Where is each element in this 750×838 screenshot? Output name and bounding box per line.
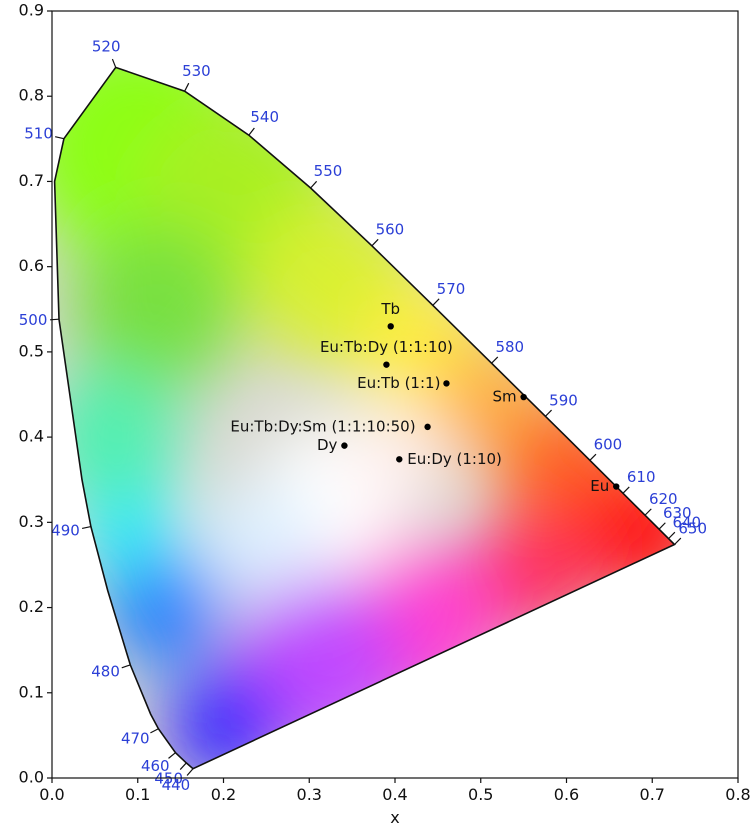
- wavelength-label: 480: [91, 662, 120, 680]
- wavelength-tick: [248, 127, 255, 136]
- wavelength-label: 630: [663, 504, 692, 522]
- gamut-color-blob: [69, 223, 241, 396]
- wavelength-tick: [674, 537, 682, 545]
- x-tick-label: 0.4: [382, 785, 407, 804]
- wavelength-label: 440: [162, 776, 191, 794]
- x-tick-label: 0.8: [725, 785, 750, 804]
- spectral-locus-outline: [53, 66, 676, 770]
- wavelength-label: 460: [141, 757, 170, 775]
- wavelength-label: 600: [594, 435, 623, 453]
- gamut-color-blob: [575, 462, 675, 600]
- axis-ticks: 0.0 0.1 0.2 0.3 0.4 0.5 0.6 0.7 0.8 0.0 0.1 0.2 0.3 0…: [19, 1, 750, 805]
- wavelength-tick: [432, 298, 440, 306]
- wavelength-label: 570: [437, 280, 466, 298]
- data-point-marker: [424, 423, 431, 431]
- wavelength-tick: [658, 522, 666, 530]
- wavelength-label: 510: [24, 124, 53, 142]
- wavelength-tick: [186, 768, 194, 776]
- wavelength-tick: [589, 453, 597, 461]
- x-tick-label: 0.2: [211, 785, 236, 804]
- wavelength-labels: 4404504604704804905005105205305405505605…: [19, 37, 707, 793]
- wavelength-label: 580: [495, 338, 524, 356]
- wavelength-label: 610: [627, 468, 656, 486]
- y-tick-label: 0.3: [19, 512, 44, 531]
- y-tick-label: 0.4: [19, 427, 44, 446]
- data-point-marker: [396, 456, 403, 463]
- data-point-label: Dy: [317, 436, 338, 454]
- wavelength-tick: [644, 508, 652, 516]
- x-axis-label: x: [390, 808, 399, 827]
- x-tick-label: 0.1: [125, 785, 150, 804]
- y-tick-label: 0.8: [19, 86, 44, 105]
- wavelength-tick: [81, 526, 92, 529]
- wavelength-tick: [491, 356, 499, 364]
- data-point-label: Eu:Tb:Dy (1:1:10): [320, 338, 453, 356]
- data-point-label: Sm: [492, 388, 516, 406]
- wavelength-label: 500: [19, 311, 48, 329]
- wavelength-tick: [310, 180, 318, 189]
- wavelength-tick: [184, 82, 190, 92]
- wavelength-tick: [111, 58, 117, 68]
- data-point-label: Eu:Tb:Dy:Sm (1:1:10:50): [230, 417, 415, 435]
- data-point-marker: [383, 361, 390, 368]
- wavelength-label: 470: [121, 729, 150, 747]
- y-tick-label: 0.1: [19, 682, 44, 701]
- wavelength-label: 560: [376, 220, 405, 238]
- x-tick-label: 0.3: [297, 785, 322, 804]
- gamut-color-blob: [54, 368, 181, 506]
- wavelength-label: 550: [314, 162, 343, 180]
- data-point-marker: [387, 323, 394, 330]
- data-point-marker: [613, 483, 620, 490]
- y-tick-label: 0.5: [19, 341, 44, 360]
- wavelength-label: 520: [92, 37, 121, 55]
- wavelength-tick: [179, 762, 187, 770]
- y-tick-label: 0.9: [19, 1, 44, 20]
- data-point-label: Eu: [590, 477, 609, 495]
- wavelength-tick-marks: [50, 58, 682, 776]
- wavelength-tick: [622, 486, 630, 494]
- wavelength-tick: [150, 728, 159, 734]
- data-point-label: Tb: [380, 300, 400, 318]
- wavelength-tick: [121, 664, 131, 669]
- data-point-marker: [520, 393, 527, 401]
- wavelength-label: 530: [182, 62, 211, 80]
- wavelength-tick: [544, 409, 552, 417]
- data-point-marker: [341, 442, 348, 449]
- wavelength-label: 540: [250, 108, 279, 126]
- y-tick-label: 0.6: [19, 256, 44, 275]
- wavelength-tick: [50, 318, 60, 321]
- y-tick-label: 0.0: [19, 768, 44, 787]
- wavelength-tick: [668, 531, 676, 540]
- wavelength-label: 590: [549, 391, 578, 409]
- x-tick-label: 0.5: [468, 785, 493, 804]
- data-point-marker: [443, 380, 450, 387]
- wavelength-label: 650: [678, 519, 707, 537]
- wavelength-tick: [371, 238, 379, 247]
- wavelength-label: 620: [649, 490, 678, 508]
- wavelength-label: 490: [51, 522, 80, 540]
- y-tick-label: 0.2: [19, 597, 44, 616]
- data-points: Tb Eu:Tb:Dy (1:1:10) Eu:Tb (1:1) Sm Eu:Tb:Dy…: [230, 300, 620, 495]
- wavelength-tick: [55, 136, 65, 140]
- data-point-label: Eu:Tb (1:1): [357, 374, 440, 392]
- gamut-color-blob: [197, 479, 318, 600]
- y-tick-label: 0.7: [19, 171, 44, 190]
- wavelength-tick: [168, 752, 176, 759]
- x-tick-label: 0.7: [640, 785, 665, 804]
- wavelength-label: 640: [672, 514, 701, 532]
- gamut-color-blob: [103, 547, 224, 668]
- data-point-label: Eu:Dy (1:10): [407, 450, 502, 468]
- gamut-color-blob: [343, 402, 447, 506]
- x-tick-label: 0.6: [554, 785, 579, 804]
- x-tick-label: 0.0: [39, 785, 64, 804]
